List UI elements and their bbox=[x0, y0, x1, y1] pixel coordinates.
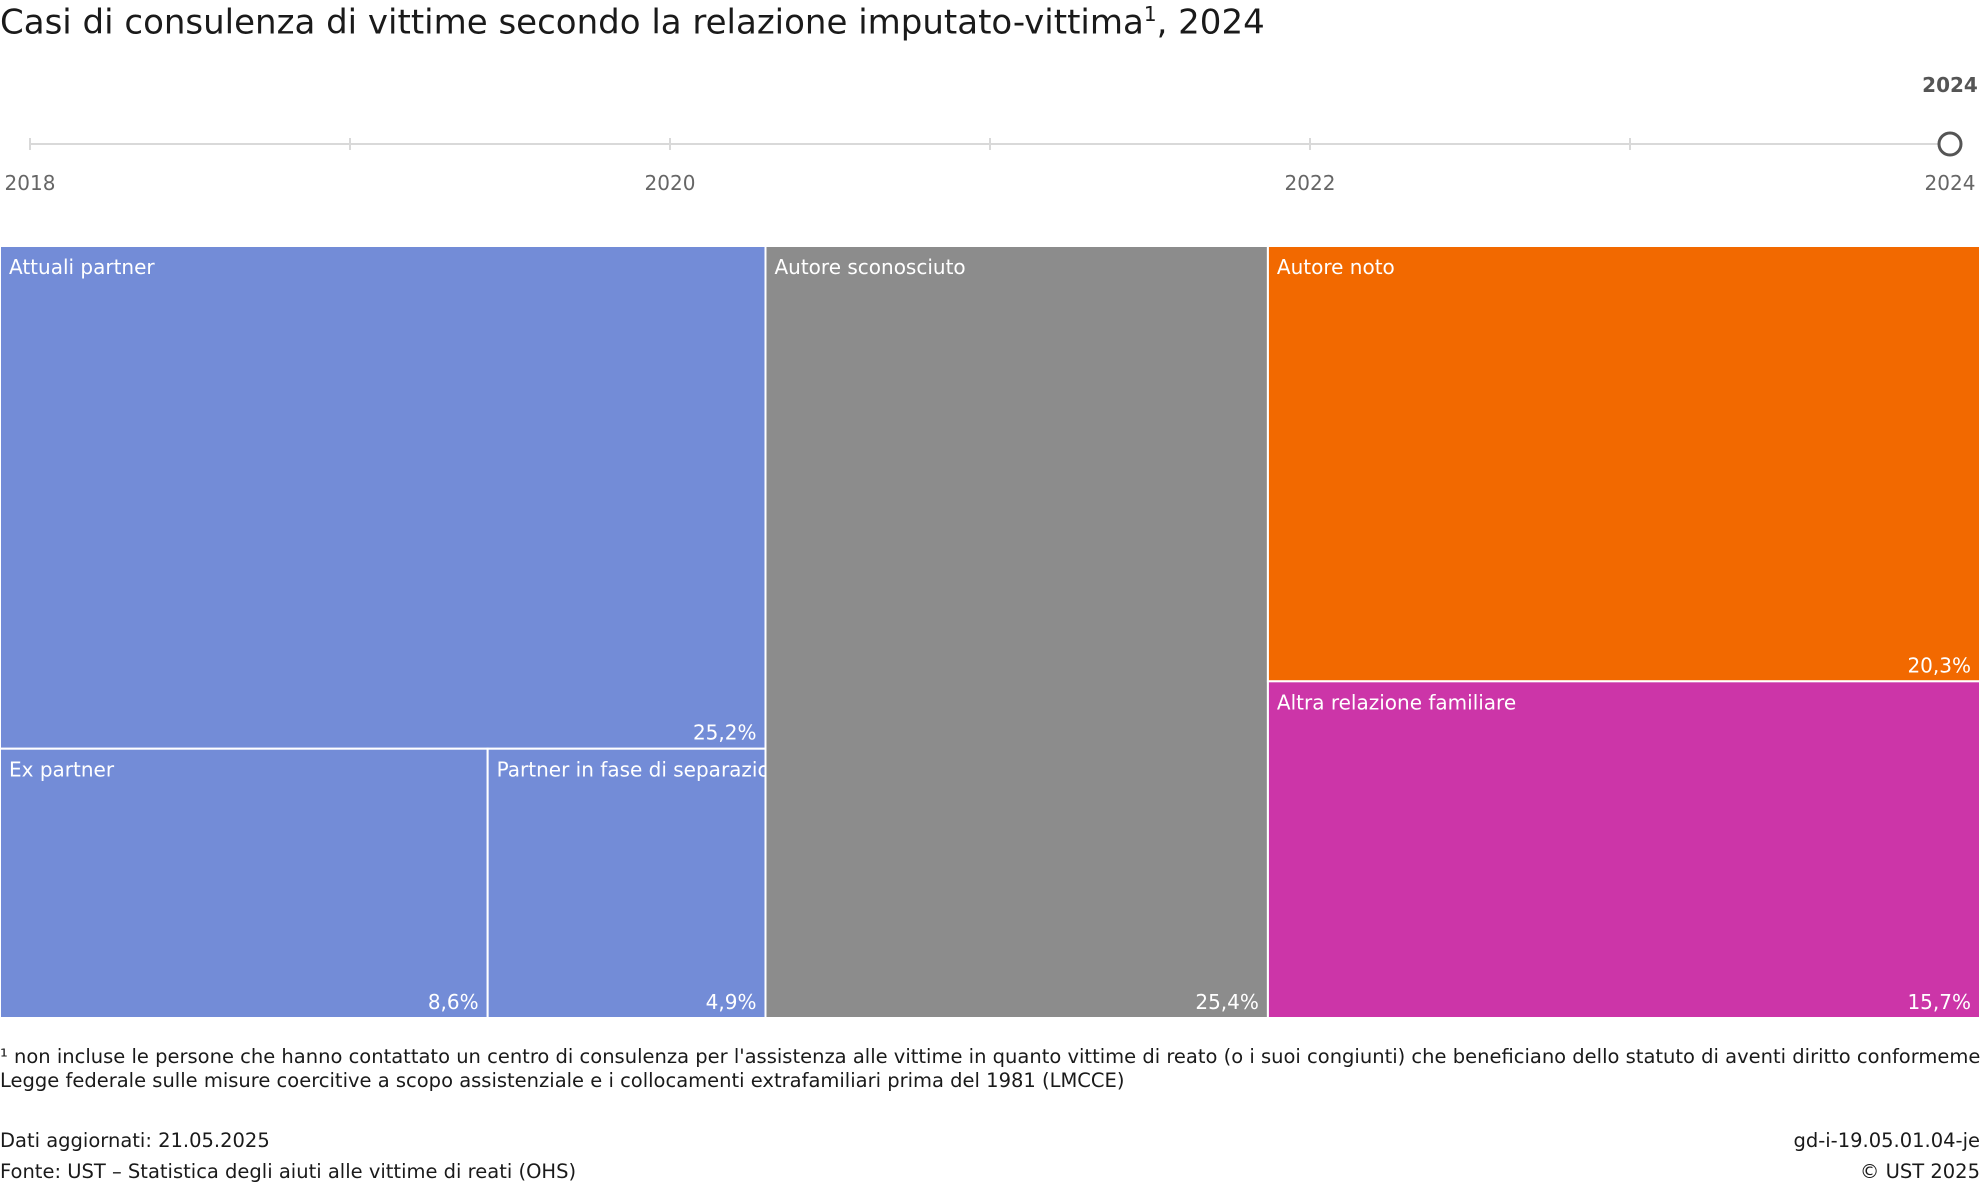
treemap-label-altra-relazione-familiare: Altra relazione familiare bbox=[1277, 690, 1516, 714]
footer-left: Dati aggiornati: 21.05.2025 Fonte: UST –… bbox=[0, 1125, 576, 1187]
timeline-tick-label: 2020 bbox=[645, 171, 696, 195]
treemap-label-autore-noto: Autore noto bbox=[1277, 255, 1395, 279]
timeline-tick-label: 2018 bbox=[5, 171, 56, 195]
footnote: ¹ non incluse le persone che hanno conta… bbox=[0, 1045, 1980, 1093]
timeline-tick-label: 2022 bbox=[1285, 171, 1336, 195]
treemap-label-attuali-partner: Attuali partner bbox=[9, 255, 155, 279]
title-text: Casi di consulenza di vittime secondo la… bbox=[0, 2, 1144, 43]
chart-title: Casi di consulenza di vittime secondo la… bbox=[0, 2, 1265, 42]
copyright-text: © UST 2025 bbox=[1859, 1160, 1980, 1183]
treemap-label-ex-partner: Ex partner bbox=[9, 758, 115, 782]
treemap-chart: Attuali partner 25,2% Ex partner 8,6% Partne… bbox=[0, 246, 1980, 1018]
treemap-value-autore-sconosciuto: 25,4% bbox=[1195, 990, 1259, 1014]
data-updated-text: Dati aggiornati: 21.05.2025 bbox=[0, 1129, 270, 1152]
treemap-value-ex-partner: 8,6% bbox=[428, 990, 479, 1014]
footer-right: gd-i-19.05.01.04-je © UST 2025 bbox=[1793, 1125, 1980, 1187]
treemap-cell-partner-in-fase-di-separazione[interactable] bbox=[486, 747, 767, 1018]
treemap-value-partner-in-fase-di-separazione: 4,9% bbox=[706, 990, 757, 1014]
timeline-slider-handle[interactable] bbox=[1937, 131, 1963, 157]
treemap-cell-autore-sconosciuto[interactable] bbox=[764, 246, 1269, 1018]
title-year: , 2024 bbox=[1156, 2, 1265, 43]
treemap-value-altra-relazione-familiare: 15,7% bbox=[1907, 990, 1971, 1014]
treemap-value-autore-noto: 20,3% bbox=[1907, 653, 1971, 677]
timeline-tick-label: 2024 bbox=[1925, 171, 1976, 195]
treemap-value-attuali-partner: 25,2% bbox=[693, 721, 757, 745]
source-text: Fonte: UST – Statistica degli aiuti alle… bbox=[0, 1160, 577, 1183]
title-footnote-marker: 1 bbox=[1143, 2, 1157, 26]
treemap-label-autore-sconosciuto: Autore sconosciuto bbox=[774, 255, 965, 279]
year-timeline[interactable]: 2018 2020 2022 2024 2024 bbox=[0, 60, 1980, 200]
treemap-label-partner-in-fase-di-separazione: Partner in fase di separazione bbox=[497, 758, 795, 782]
treemap-cell-autore-noto[interactable] bbox=[1266, 246, 1980, 683]
footnote-line-2: Legge federale sulle misure coercitive a… bbox=[0, 1069, 1125, 1092]
treemap-cell-altra-relazione-familiare[interactable] bbox=[1266, 680, 1980, 1018]
footnote-line-1: ¹ non incluse le persone che hanno conta… bbox=[0, 1045, 1980, 1068]
treemap-cell-attuali-partner[interactable] bbox=[0, 246, 767, 750]
treemap-cell-ex-partner[interactable] bbox=[0, 747, 489, 1018]
selected-year-label: 2024 bbox=[1922, 73, 1978, 97]
chart-code-text: gd-i-19.05.01.04-je bbox=[1793, 1129, 1980, 1152]
